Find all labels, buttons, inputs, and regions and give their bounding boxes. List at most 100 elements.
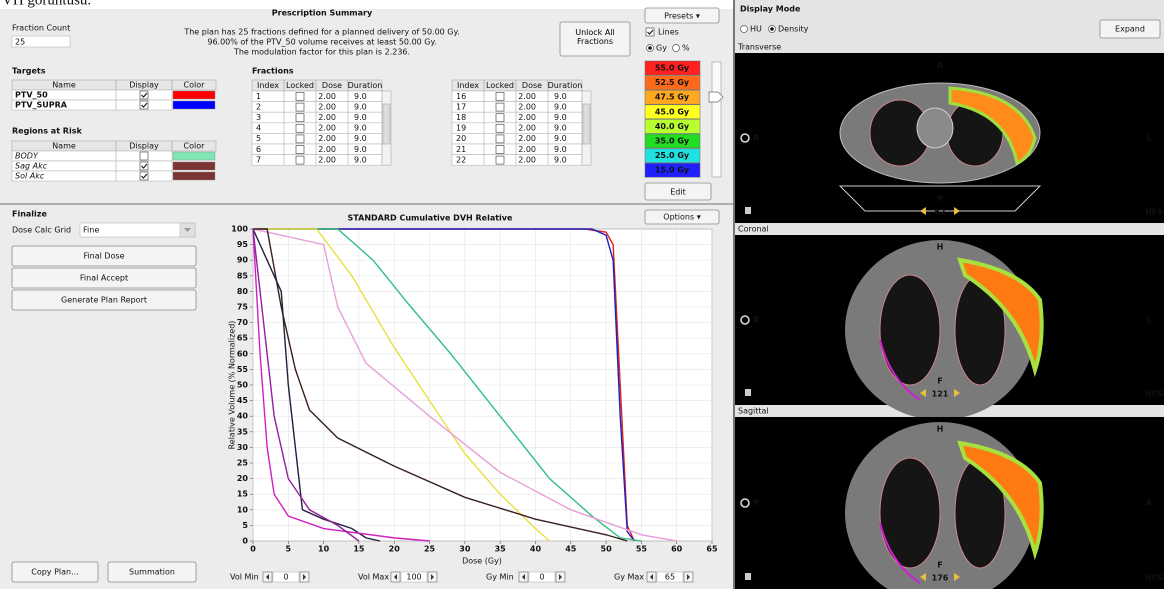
column-header: Name [52,81,76,90]
radio-label: Density [778,25,809,34]
roi-color [173,101,215,109]
orientation-label: F [937,561,942,570]
slice-number: 121 [932,390,949,399]
fraction-dose: 2.00 [518,92,536,101]
fraction-dose: 2.00 [318,113,336,122]
radio-label: HU [750,25,762,34]
y-tick-label: 10 [237,505,249,514]
y-tick-label: 55 [237,365,249,374]
lung [880,275,940,385]
y-tick-label: 50 [237,381,249,390]
orientation-label: A [1146,499,1153,508]
screenshot: VH görüntüsü. Fraction Count 25 Prescrip… [0,0,1164,589]
section-title: Regions at Risk [12,127,82,136]
y-tick-label: 75 [237,303,249,312]
radio-label: Gy [656,44,667,53]
slice-number: 62 [934,208,945,217]
y-tick-label: 85 [237,271,249,280]
fraction-index: 5 [256,134,261,143]
checkbox[interactable] [296,103,304,111]
checkbox[interactable] [140,172,148,180]
checkbox[interactable] [140,162,148,170]
orientation-label: H [937,425,944,434]
slice-number: 176 [932,574,949,583]
fraction-duration: 9.0 [354,134,367,143]
isodose-label: 40.0 Gy [655,122,690,131]
roi-name: PTV_50 [15,91,48,100]
y-tick-label: 25 [237,459,249,468]
roi-name: BODY [15,152,39,161]
checkbox[interactable] [296,135,304,143]
isodose-label: 47.5 Gy [655,93,690,102]
button-label: Expand [1115,25,1145,34]
hand-icon[interactable] [745,389,751,396]
dropdown-value: Fine [83,226,99,235]
checkbox[interactable] [496,93,504,101]
checkbox[interactable] [296,146,304,154]
slider-track[interactable] [712,62,721,177]
section-title: Fractions [252,67,294,76]
button-label: Edit [670,188,686,197]
checkbox[interactable] [646,28,654,36]
fraction-index: 20 [456,134,466,143]
hand-icon[interactable] [745,573,751,580]
checkbox[interactable] [496,103,504,111]
scroll-thumb[interactable] [583,104,590,144]
button-label: Final Accept [80,274,128,283]
x-tick-label: 45 [565,545,577,554]
checkbox[interactable] [496,156,504,164]
fraction-duration: 9.0 [354,113,367,122]
checkbox[interactable] [296,156,304,164]
radio[interactable] [741,26,748,33]
isodose-label: 35.0 Gy [655,137,690,146]
fraction-duration: 9.0 [354,124,367,133]
checkbox[interactable] [496,124,504,132]
column-header: Locked [286,81,314,90]
x-tick-label: 10 [318,545,330,554]
button-label: Generate Plan Report [61,296,147,305]
fraction-index: 1 [256,92,261,101]
button-label: Summation [129,568,175,577]
checkbox[interactable] [296,114,304,122]
checkbox[interactable] [140,91,148,99]
patient-orientation: HFS [1145,390,1163,399]
column-header: Display [129,81,159,90]
fraction-index: 3 [256,113,261,122]
roi-name: PTV_SUPRA [15,101,68,110]
control-label: Gy Max [614,573,644,582]
roi-color [173,91,215,99]
checkbox[interactable] [296,124,304,132]
y-tick-label: 20 [237,474,249,483]
scroll-thumb[interactable] [383,104,390,144]
fraction-duration: 9.0 [354,145,367,154]
chart-title: STANDARD Cumulative DVH Relative [348,214,513,223]
y-tick-label: 100 [231,225,248,234]
fraction-duration: 9.0 [554,124,567,133]
checkbox[interactable] [140,152,148,160]
checkbox[interactable] [296,93,304,101]
fraction-dose: 2.00 [318,155,336,164]
fraction-dose: 2.00 [518,134,536,143]
fraction-index: 17 [456,102,466,111]
x-tick-label: 60 [671,545,683,554]
column-header: Display [129,142,159,151]
hand-icon[interactable] [745,207,751,214]
fraction-duration: 9.0 [554,134,567,143]
x-tick-label: 0 [250,545,256,554]
fraction-index: 6 [256,145,261,154]
checkbox[interactable] [496,114,504,122]
isodose-label: 15.0 Gy [655,166,690,175]
patient-orientation: HFS [1145,574,1163,583]
isodose-label: 52.5 Gy [655,78,690,87]
fraction-index: 16 [456,92,466,101]
y-axis-label: Relative Volume (% Normalized) [228,321,237,450]
unlock-label: Unlock All Fractions [562,24,628,46]
control-label: Gy Min [486,573,514,582]
fraction-dose: 2.00 [518,145,536,154]
checkbox[interactable] [140,101,148,109]
checkbox[interactable] [496,146,504,154]
checkbox[interactable] [496,135,504,143]
roi-color [173,162,215,170]
orientation-label: H [937,243,944,252]
radio[interactable] [673,45,680,52]
